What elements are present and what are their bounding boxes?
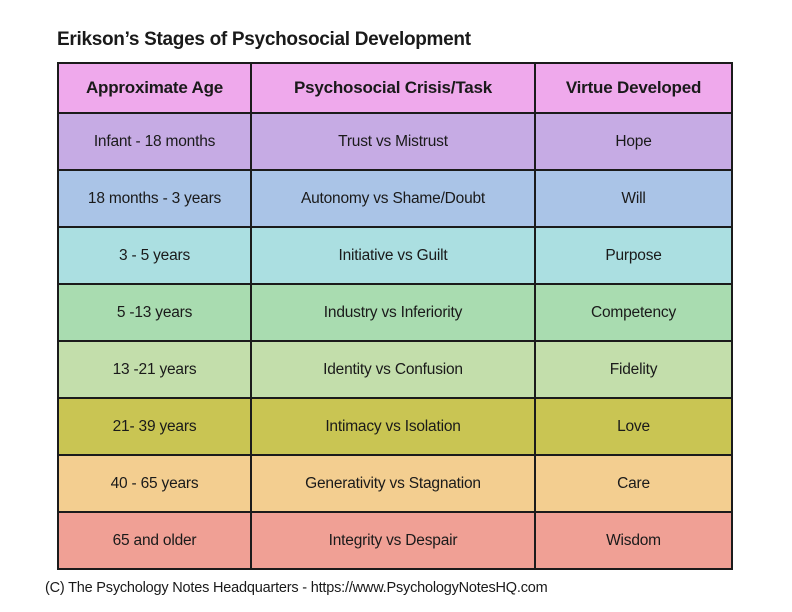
age-cell: 18 months - 3 years (57, 169, 252, 228)
crisis-cell: Identity vs Confusion (250, 340, 536, 399)
erikson-stages-table: Approximate Age Psychosocial Crisis/Task… (57, 62, 733, 570)
virtue-cell: Purpose (534, 226, 733, 285)
table-row: 65 and older Integrity vs Despair Wisdom (57, 511, 733, 570)
crisis-cell: Integrity vs Despair (250, 511, 536, 570)
crisis-cell: Autonomy vs Shame/Doubt (250, 169, 536, 228)
table-row: Infant - 18 months Trust vs Mistrust Hop… (57, 112, 733, 171)
table-row: 13 -21 years Identity vs Confusion Fidel… (57, 340, 733, 399)
header-row: Approximate Age Psychosocial Crisis/Task… (57, 62, 733, 114)
column-header-age: Approximate Age (57, 62, 252, 114)
age-cell: 65 and older (57, 511, 252, 570)
virtue-cell: Love (534, 397, 733, 456)
table-row: 18 months - 3 years Autonomy vs Shame/Do… (57, 169, 733, 228)
crisis-cell: Trust vs Mistrust (250, 112, 536, 171)
age-cell: Infant - 18 months (57, 112, 252, 171)
virtue-cell: Wisdom (534, 511, 733, 570)
age-cell: 13 -21 years (57, 340, 252, 399)
copyright-footer: (C) The Psychology Notes Headquarters - … (45, 580, 548, 596)
crisis-cell: Industry vs Inferiority (250, 283, 536, 342)
page-title: Erikson’s Stages of Psychosocial Develop… (57, 29, 471, 50)
table-row: 3 - 5 years Initiative vs Guilt Purpose (57, 226, 733, 285)
crisis-cell: Generativity vs Stagnation (250, 454, 536, 513)
table-row: 5 -13 years Industry vs Inferiority Comp… (57, 283, 733, 342)
table-row: 21- 39 years Intimacy vs Isolation Love (57, 397, 733, 456)
age-cell: 21- 39 years (57, 397, 252, 456)
table-row: 40 - 65 years Generativity vs Stagnation… (57, 454, 733, 513)
virtue-cell: Hope (534, 112, 733, 171)
virtue-cell: Will (534, 169, 733, 228)
column-header-crisis: Psychosocial Crisis/Task (250, 62, 536, 114)
virtue-cell: Fidelity (534, 340, 733, 399)
crisis-cell: Initiative vs Guilt (250, 226, 536, 285)
age-cell: 3 - 5 years (57, 226, 252, 285)
virtue-cell: Care (534, 454, 733, 513)
virtue-cell: Competency (534, 283, 733, 342)
age-cell: 40 - 65 years (57, 454, 252, 513)
age-cell: 5 -13 years (57, 283, 252, 342)
crisis-cell: Intimacy vs Isolation (250, 397, 536, 456)
column-header-virtue: Virtue Developed (534, 62, 733, 114)
